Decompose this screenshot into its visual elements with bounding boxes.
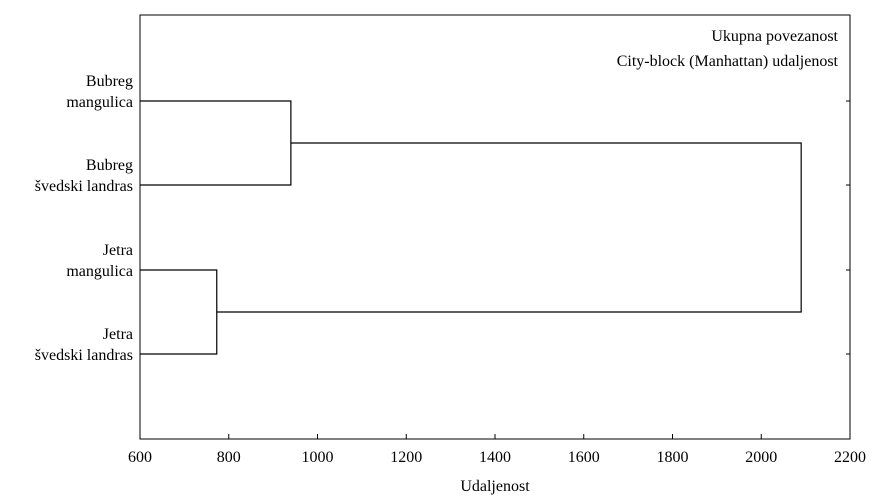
leaf-label-line: Bubreg xyxy=(86,73,133,90)
x-tick-label: 1600 xyxy=(568,449,600,466)
x-tick-label: 2200 xyxy=(834,449,866,466)
leaf-label-line: Bubreg xyxy=(86,157,133,174)
leaf-label-line: mangulica xyxy=(66,263,133,280)
x-tick-label: 1400 xyxy=(479,449,511,466)
leaf-label-line: mangulica xyxy=(66,94,133,111)
annotation-linkage: Ukupna povezanost xyxy=(711,28,838,45)
x-tick-label: 1200 xyxy=(390,449,422,466)
x-tick-label: 800 xyxy=(217,449,241,466)
x-tick-label: 600 xyxy=(128,449,152,466)
annotation-distance-metric: City-block (Manhattan) udaljenost xyxy=(617,53,839,70)
leaf-label-line: Jetra xyxy=(103,242,133,259)
leaf-label-line: Jetra xyxy=(103,326,133,343)
x-tick-label: 1000 xyxy=(302,449,334,466)
leaf-label: Bubreg mangulica xyxy=(66,73,133,111)
dendrogram-link xyxy=(140,100,292,186)
leaf-label: Jetra švedski landras xyxy=(35,326,133,364)
leaf-label: Bubreg švedski landras xyxy=(35,157,133,195)
dendrogram-link xyxy=(140,269,218,355)
x-tick-label: 2000 xyxy=(745,449,777,466)
leaf-label-line: švedski landras xyxy=(35,178,133,195)
x-tick-label: 1800 xyxy=(657,449,689,466)
leaf-label-line: švedski landras xyxy=(35,347,133,364)
dendrogram-links xyxy=(140,100,802,355)
leaf-ticks xyxy=(140,100,850,355)
plot-frame xyxy=(139,14,851,440)
dendrogram-link xyxy=(216,142,802,313)
x-axis-tick-labels: 600 800 1000 1200 1400 1600 1800 2000 2200 xyxy=(128,449,866,466)
x-axis-title: Udaljenost xyxy=(460,478,530,495)
x-axis-ticks xyxy=(139,434,851,439)
leaf-label: Jetra mangulica xyxy=(66,242,133,280)
